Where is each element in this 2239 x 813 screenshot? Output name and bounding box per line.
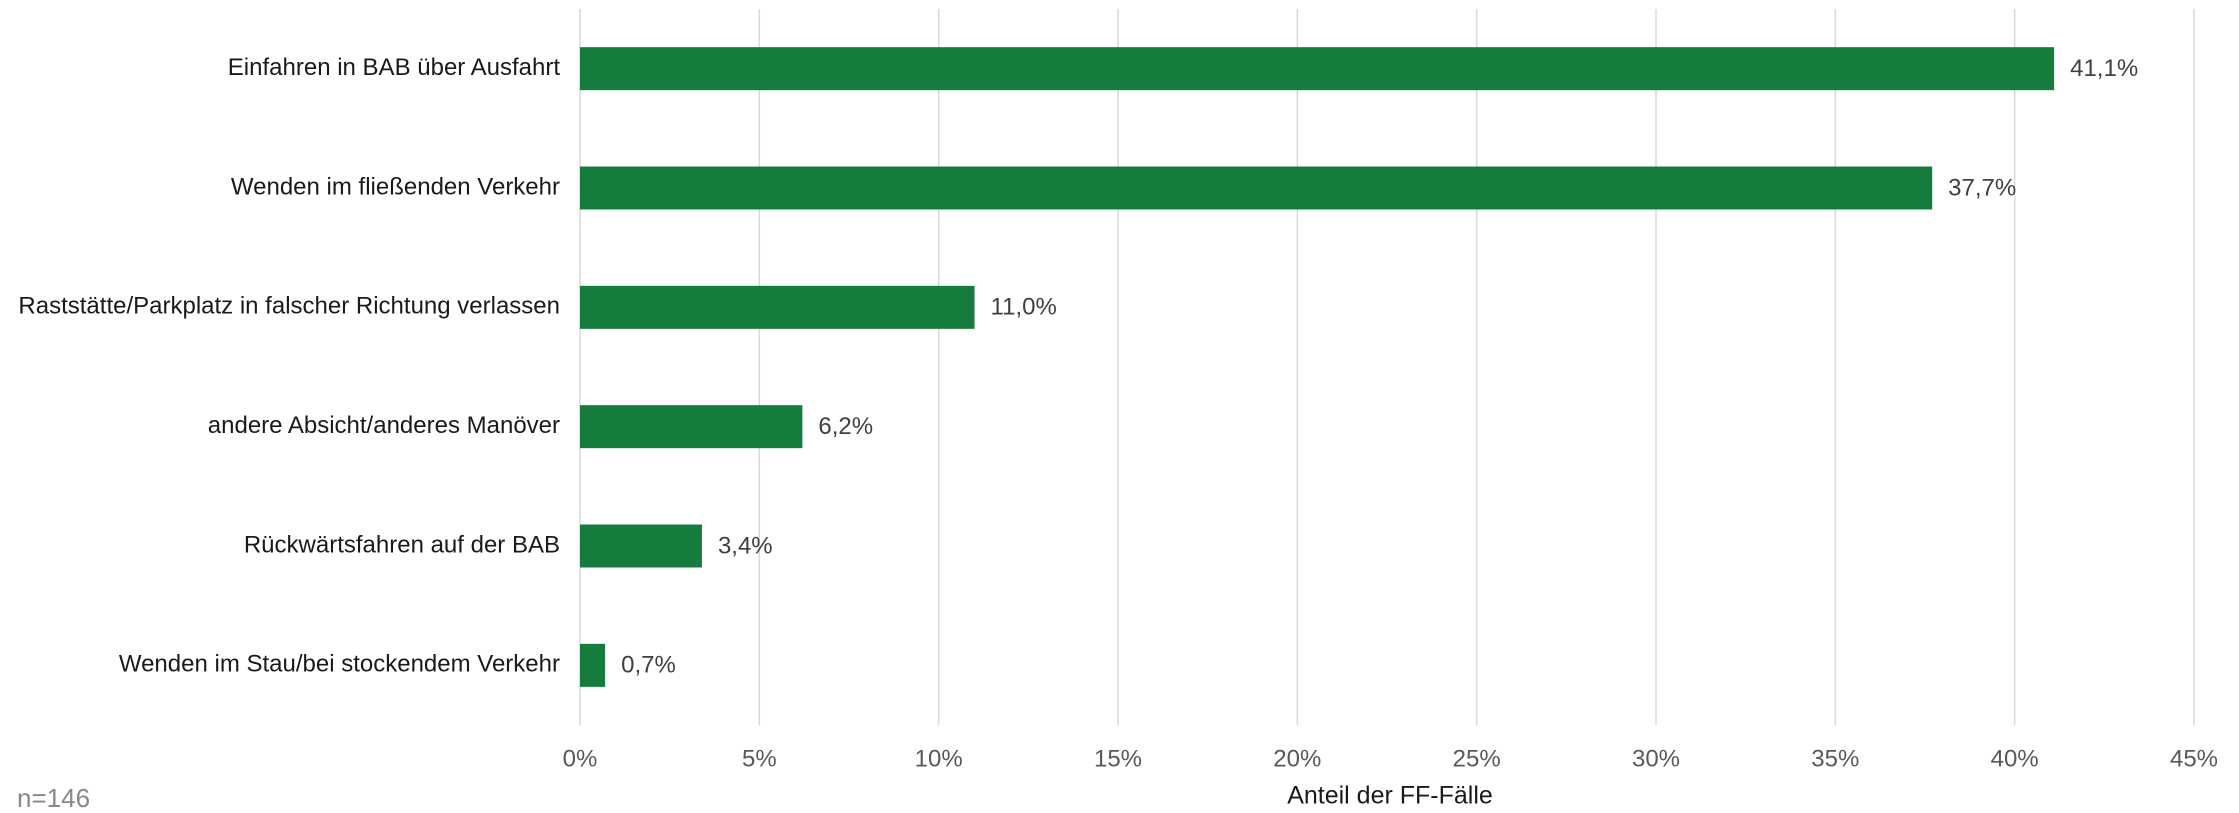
bar xyxy=(580,47,2055,91)
bar xyxy=(580,166,1933,210)
x-tick-label: 20% xyxy=(1273,745,1321,772)
value-label: 6,2% xyxy=(818,413,873,440)
sample-note: n=146 xyxy=(17,783,90,813)
x-tick-label: 30% xyxy=(1632,745,1680,772)
value-label: 11,0% xyxy=(991,294,1057,321)
x-tick-label: 0% xyxy=(563,745,598,772)
x-tick-label: 45% xyxy=(2170,745,2218,772)
bar xyxy=(580,524,702,568)
x-tick-label: 5% xyxy=(742,745,777,772)
value-label: 41,1% xyxy=(2070,55,2138,82)
value-label: 37,7% xyxy=(1948,174,2016,201)
bar xyxy=(580,643,606,687)
bar xyxy=(580,405,803,449)
y-tick-label: Raststätte/Parkplatz in falscher Richtun… xyxy=(18,293,560,320)
bar xyxy=(580,285,975,329)
y-tick-label: Wenden im Stau/bei stockendem Verkehr xyxy=(119,651,560,678)
x-axis-title: Anteil der FF-Fälle xyxy=(1287,782,1493,810)
y-tick-label: Einfahren in BAB über Ausfahrt xyxy=(228,54,561,81)
y-tick-label: Wenden im fließenden Verkehr xyxy=(231,173,560,200)
y-tick-label: Rückwärtsfahren auf der BAB xyxy=(244,531,560,558)
x-tick-label: 40% xyxy=(1991,745,2039,772)
x-tick-label: 15% xyxy=(1094,745,1142,772)
value-label: 0,7% xyxy=(621,652,676,679)
x-tick-label: 10% xyxy=(915,745,963,772)
y-tick-label: andere Absicht/anderes Manöver xyxy=(208,412,560,439)
value-label: 3,4% xyxy=(718,532,773,559)
x-tick-label: 25% xyxy=(1453,745,1501,772)
x-tick-label: 35% xyxy=(1811,745,1859,772)
